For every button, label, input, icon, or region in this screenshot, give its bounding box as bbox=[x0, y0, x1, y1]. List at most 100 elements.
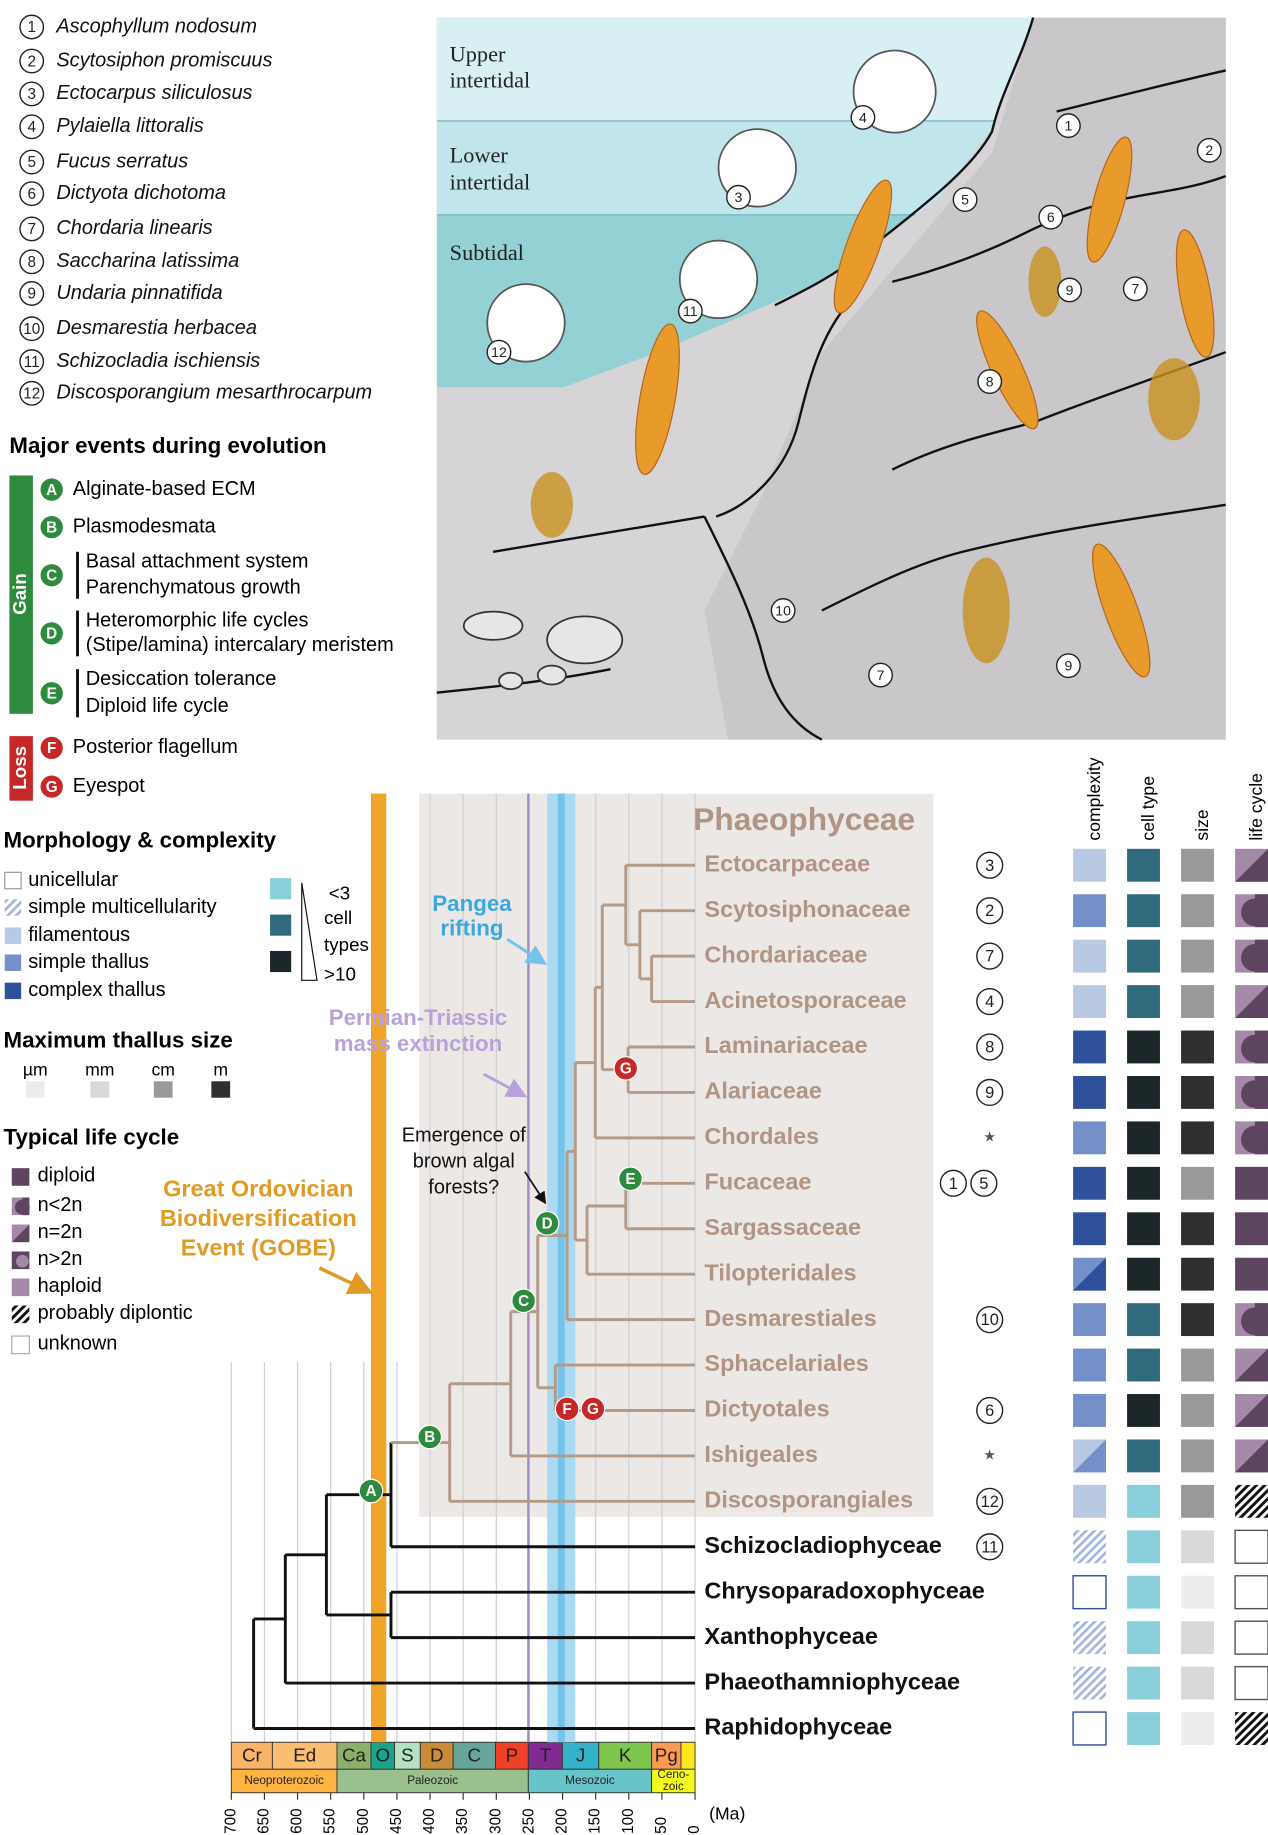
zone-label: Subtidal bbox=[450, 240, 524, 265]
pangea-label: rifting bbox=[440, 916, 503, 941]
number: 1 bbox=[1064, 118, 1072, 134]
event-badge bbox=[511, 1288, 536, 1314]
number: 6 bbox=[985, 1402, 994, 1420]
number: 9 bbox=[1064, 658, 1072, 674]
kelp bbox=[635, 136, 1215, 678]
number-circle bbox=[19, 181, 45, 207]
period-label: Pg bbox=[655, 1744, 678, 1765]
species-name: Chordaria linearis bbox=[56, 217, 212, 239]
event-letter: F bbox=[562, 1401, 571, 1418]
size-swatch bbox=[25, 1081, 45, 1098]
number-circle bbox=[19, 149, 45, 175]
complexity-cell bbox=[1073, 1166, 1106, 1200]
number-circle bbox=[976, 1033, 1004, 1061]
zone-label: intertidal bbox=[450, 169, 531, 194]
legend-text: filamentous bbox=[28, 924, 130, 946]
tick-label: 650 bbox=[255, 1808, 272, 1833]
event-text: Eyespot bbox=[73, 775, 146, 797]
number: 11 bbox=[683, 303, 698, 319]
life-cycle-cell bbox=[11, 1168, 30, 1186]
cell-type-cell bbox=[1127, 1712, 1160, 1745]
event-badge bbox=[613, 1056, 639, 1081]
number-circle bbox=[868, 662, 893, 688]
life-cycle-cell bbox=[1235, 1212, 1268, 1246]
permian-label: Permian-Triassic bbox=[329, 1005, 507, 1030]
cell-swatch bbox=[270, 950, 292, 973]
taxon-label: Tilopteridales bbox=[704, 1259, 856, 1285]
clade-title: Phaeophyceae bbox=[693, 801, 915, 837]
number-circle bbox=[19, 114, 45, 140]
life-cycle-part bbox=[1235, 1394, 1268, 1427]
event-text: (Stipe/lamina) intercalary meristem bbox=[86, 634, 394, 656]
taxon-label: Fucaceae bbox=[704, 1169, 811, 1195]
life-cycle-part bbox=[1235, 985, 1268, 1018]
trait-header: size bbox=[1192, 809, 1212, 841]
event-letter: D bbox=[46, 626, 57, 643]
size-label: mm bbox=[85, 1059, 114, 1079]
gobe-band bbox=[371, 793, 387, 1743]
size-swatch bbox=[90, 1081, 110, 1098]
size-swatch bbox=[211, 1081, 231, 1098]
stones bbox=[462, 610, 624, 691]
arrow bbox=[524, 1171, 547, 1205]
number-circle bbox=[952, 187, 978, 213]
life-cycle-part bbox=[1235, 1439, 1268, 1473]
legend-swatch bbox=[11, 1335, 30, 1355]
legend-text: unicellular bbox=[28, 869, 118, 891]
arrow bbox=[483, 1072, 528, 1098]
tick-label: 200 bbox=[554, 1808, 571, 1833]
zone-label: intertidal bbox=[450, 67, 531, 92]
size-label: µm bbox=[23, 1059, 48, 1079]
event-badge bbox=[554, 1396, 580, 1422]
number-circle bbox=[976, 897, 1004, 925]
number: 4 bbox=[859, 109, 867, 125]
taxon-label: Phaeothamniophyceae bbox=[704, 1668, 960, 1694]
event-letter: G bbox=[587, 1401, 599, 1418]
size-cell bbox=[1181, 894, 1214, 928]
period-label: D bbox=[430, 1744, 444, 1765]
complexity-cell bbox=[1073, 1121, 1106, 1155]
number: 11 bbox=[981, 1538, 998, 1556]
morph-title: Morphology & complexity bbox=[4, 828, 277, 853]
event-badge bbox=[39, 562, 65, 588]
event-text: Alginate-based ECM bbox=[73, 478, 256, 500]
number-circle bbox=[1196, 137, 1222, 163]
tick-label: 600 bbox=[289, 1808, 306, 1833]
taxon-label: Chordales bbox=[704, 1123, 819, 1149]
number: 12 bbox=[981, 1493, 999, 1511]
legend-text: simple thallus bbox=[28, 951, 149, 973]
number-circle bbox=[976, 1487, 1004, 1515]
legend-swatch bbox=[4, 927, 22, 944]
size-label: cm bbox=[151, 1059, 174, 1079]
complexity-cell bbox=[1073, 848, 1106, 882]
period bbox=[419, 1741, 454, 1770]
species-name: Dictyota dichotoma bbox=[56, 182, 226, 204]
number: 7 bbox=[27, 221, 35, 238]
period bbox=[452, 1741, 496, 1770]
complexity-cell bbox=[1073, 1666, 1106, 1700]
period bbox=[561, 1741, 600, 1770]
cell-type-cell bbox=[1127, 848, 1160, 882]
life-cycle-part bbox=[15, 1254, 29, 1268]
forests-label: forests? bbox=[428, 1176, 499, 1198]
taxon-label: Scytosiphonaceae bbox=[704, 896, 910, 922]
number-circle bbox=[770, 598, 796, 623]
rock-lines bbox=[436, 17, 1227, 741]
cell-label: cell bbox=[324, 907, 352, 928]
complexity-cell bbox=[1073, 1530, 1106, 1564]
size-cell bbox=[1181, 1121, 1214, 1155]
legend-swatch bbox=[4, 954, 22, 971]
period-label: Ca bbox=[342, 1744, 367, 1765]
life-cycle-cell bbox=[1234, 1620, 1268, 1655]
forests-label: brown algal bbox=[413, 1151, 515, 1173]
period-label: Cr bbox=[242, 1744, 262, 1765]
size-cell bbox=[1181, 1257, 1214, 1291]
species-name: Ectocarpus siliculosus bbox=[56, 82, 252, 104]
number-circle bbox=[976, 987, 1004, 1016]
number: 3 bbox=[985, 857, 994, 875]
number: 7 bbox=[1131, 281, 1139, 297]
events-title: Major events during evolution bbox=[9, 433, 326, 458]
number: 8 bbox=[985, 1039, 994, 1057]
number: 8 bbox=[27, 254, 35, 271]
